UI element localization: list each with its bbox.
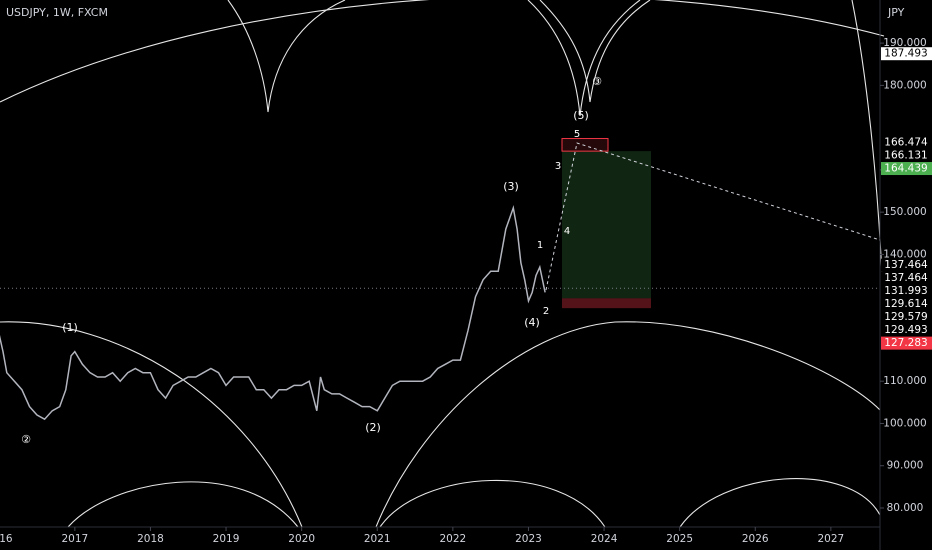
wave-label: (4) xyxy=(524,316,540,329)
price-label: 166.474 xyxy=(884,137,928,149)
y-tick-label: 180.000 xyxy=(883,79,926,91)
cycle-arc xyxy=(227,0,346,113)
y-tick-label: 190.000 xyxy=(883,37,926,49)
price-label-box xyxy=(881,284,932,298)
y-tick-label: 80.000 xyxy=(887,502,924,514)
chart-title: USDJPY, 1W, FXCM xyxy=(6,6,108,19)
y-axis-label: JPY xyxy=(887,6,905,19)
x-tick-label: 2025 xyxy=(666,533,693,545)
price-label-box xyxy=(881,47,932,61)
price-label-box xyxy=(881,258,932,272)
x-tick-label: 2027 xyxy=(817,533,844,545)
price-label-box xyxy=(881,336,932,350)
price-label-box xyxy=(881,136,932,150)
price-label-box xyxy=(881,323,932,337)
cycle-arc xyxy=(375,321,881,528)
price-label: 129.614 xyxy=(884,298,928,310)
x-tick-label: 2026 xyxy=(742,533,769,545)
cycle-arc xyxy=(0,321,303,528)
price-label: 137.464 xyxy=(884,259,928,271)
wave-label: (5) xyxy=(573,109,589,122)
y-tick-label: 110.000 xyxy=(883,375,926,387)
price-label-box xyxy=(881,271,932,285)
y-tick-label: 150.000 xyxy=(883,206,926,218)
wave-label: ② xyxy=(21,433,31,446)
price-label: 129.493 xyxy=(884,324,927,336)
cycle-arc xyxy=(67,481,299,528)
wave-label: 5 xyxy=(574,129,580,140)
price-label-box xyxy=(881,310,932,324)
wave-label: 4 xyxy=(564,226,570,237)
x-tick-label: 2021 xyxy=(364,533,391,545)
wave-label: ③ xyxy=(592,75,602,88)
cycle-arc xyxy=(539,0,651,103)
y-tick-label: 140.000 xyxy=(883,248,926,260)
x-tick-label: 2023 xyxy=(515,533,542,545)
x-tick-label: 2022 xyxy=(439,533,466,545)
x-tick-label: 2019 xyxy=(213,533,240,545)
cycle-arc xyxy=(379,479,606,528)
cycle-arcs xyxy=(0,0,885,528)
price-label: 131.993 xyxy=(884,285,927,297)
wave-label: (2) xyxy=(365,421,381,434)
price-line xyxy=(0,204,546,421)
price-label-box xyxy=(881,297,932,311)
y-tick-label: 100.000 xyxy=(883,417,926,429)
cycle-arc xyxy=(679,478,881,528)
price-label: 164.439 xyxy=(884,163,927,175)
wave-label: 3 xyxy=(555,161,561,172)
price-label: 129.579 xyxy=(884,311,927,323)
price-label: 166.131 xyxy=(884,150,927,162)
price-label-box xyxy=(881,162,932,176)
wave-label: (1) xyxy=(62,321,78,334)
x-tick-label: 2018 xyxy=(137,533,164,545)
price-label: 137.464 xyxy=(884,272,928,284)
cycle-arc xyxy=(851,0,883,277)
wave-projection xyxy=(545,142,881,291)
x-tick-label: 2020 xyxy=(288,533,315,545)
price-label: 127.283 xyxy=(884,337,927,349)
profit-zone xyxy=(562,151,651,299)
price-label: 187.493 xyxy=(884,48,927,60)
x-tick-label: 2024 xyxy=(591,533,618,545)
cycle-arc xyxy=(527,0,641,117)
y-tick-label: 90.000 xyxy=(887,460,924,472)
target-box xyxy=(561,138,609,152)
price-label-box xyxy=(881,149,932,163)
wave-label: (3) xyxy=(503,180,519,193)
x-tick-label: 2017 xyxy=(61,533,88,545)
x-tick-label: 2016 xyxy=(0,533,13,545)
wave-label: 2 xyxy=(543,306,549,317)
stop-zone xyxy=(562,298,651,309)
wave-label: 1 xyxy=(537,240,543,251)
cycle-arc xyxy=(0,0,885,103)
